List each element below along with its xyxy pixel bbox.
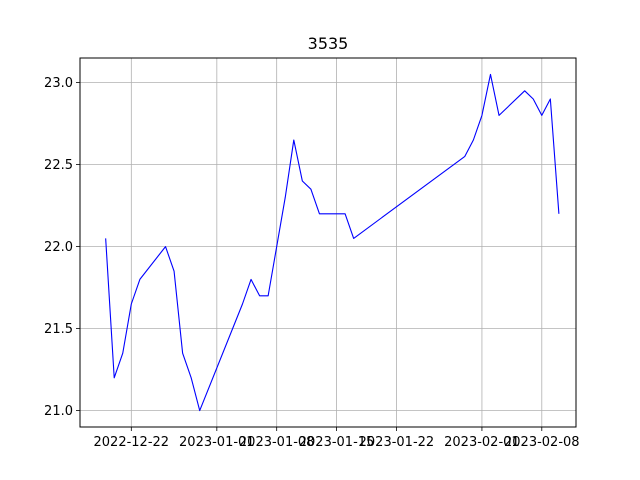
x-tick-label: 2023-01-08 xyxy=(239,435,315,450)
x-tick-label: 2023-02-01 xyxy=(444,435,520,450)
y-tick-label: 22.0 xyxy=(44,240,73,255)
x-axis: 2022-12-22 2023-01-012023-01-082023-01-15… xyxy=(94,427,580,450)
x-tick-label: 2023-01-22 xyxy=(359,435,435,450)
x-tick-label: 2023-01-15 xyxy=(299,435,375,450)
y-tick-label: 21.0 xyxy=(44,404,73,419)
y-axis: 21.0 21.5 22.0 22.5 23.0 xyxy=(44,76,80,419)
series-line xyxy=(105,73,560,412)
x-tick-label: 2023-01-01 xyxy=(179,435,255,450)
y-tick-label: 23.0 xyxy=(44,76,73,91)
plot-frame xyxy=(79,57,577,428)
y-tick-label: 21.5 xyxy=(44,322,73,337)
series-layer xyxy=(105,73,560,412)
chart-title: 3535 xyxy=(308,34,349,53)
x-tick-label: 2023-02-08 xyxy=(504,435,580,450)
x-tick-label: 2022-12-22 xyxy=(94,435,170,450)
grid xyxy=(80,58,576,427)
y-tick-label: 22.5 xyxy=(44,158,73,173)
